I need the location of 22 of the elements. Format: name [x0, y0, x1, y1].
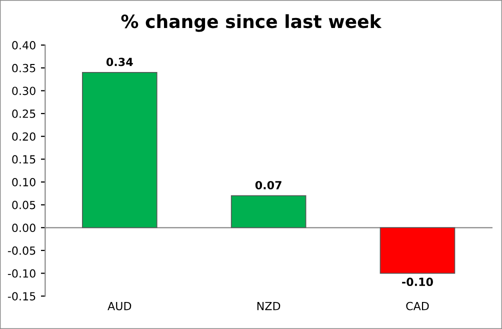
bar	[82, 72, 158, 228]
chart-title: % change since last week	[121, 14, 382, 32]
y-tick-label: 0.15	[12, 155, 36, 164]
y-tick-label: -0.10	[8, 269, 36, 278]
bar	[230, 195, 306, 228]
y-tick-label: 0.40	[12, 41, 36, 50]
data-label: 0.34	[106, 58, 133, 66]
y-tick-label: 0.05	[12, 200, 36, 210]
y-tick-label: 0.25	[12, 110, 36, 118]
y-tick-label: 0.35	[12, 64, 36, 72]
data-label: -0.10	[402, 278, 433, 286]
data-label: 0.07	[255, 180, 282, 190]
x-tick-label: NZD	[257, 302, 280, 310]
y-tick-label: 0.30	[12, 86, 36, 96]
y-tick-label: 0.00	[12, 224, 36, 232]
bar	[380, 227, 456, 274]
y-tick-label: -0.15	[8, 292, 36, 300]
y-tick-label: 0.20	[12, 132, 36, 141]
x-tick-label: CAD	[406, 302, 429, 310]
x-tick-label: AUD	[108, 302, 132, 310]
y-tick-label: -0.05	[8, 246, 36, 255]
y-tick-label: 0.10	[12, 178, 36, 186]
